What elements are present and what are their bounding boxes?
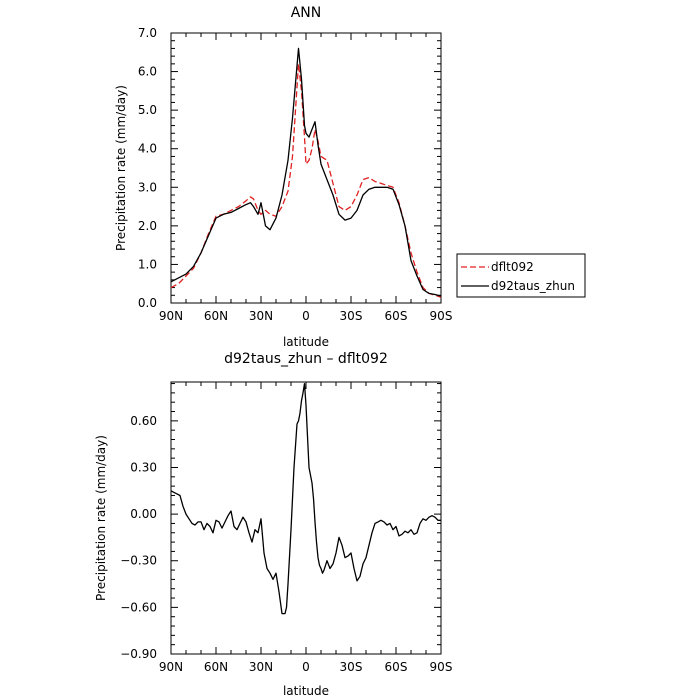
top-chart: ANN 90N 60N 30N 0 30S 60S 90S 0.0 1.0 2.0 3.0 4.0 5.… bbox=[114, 5, 586, 349]
bottom-ytick-label: 0.60 bbox=[130, 414, 157, 428]
top-series-line-d92taus-zhun bbox=[170, 47, 442, 297]
bottom-xtick-label: 30S bbox=[340, 660, 363, 674]
bottom-xtick-label: 60N bbox=[204, 660, 228, 674]
top-ytick-label: 2.0 bbox=[138, 219, 157, 233]
top-chart-legend: dflt092 d92taus_zhun bbox=[456, 253, 586, 298]
top-chart-title: ANN bbox=[291, 5, 322, 21]
legend-label-d92taus-zhun: d92taus_zhun bbox=[491, 279, 575, 293]
top-ytick-label: 6.0 bbox=[138, 65, 157, 79]
bottom-chart-frame bbox=[170, 381, 442, 655]
top-chart-xlabel: latitude bbox=[283, 335, 329, 349]
bottom-xtick-label: 0 bbox=[302, 660, 310, 674]
top-ytick-label: 5.0 bbox=[138, 103, 157, 117]
bottom-ytick-label: 0.00 bbox=[130, 507, 157, 521]
bottom-chart-ticks: 90N 60N 30N 0 30S 60S 90S −0.90 −0.60 −0.30 0.00 0.… bbox=[120, 382, 452, 674]
bottom-chart: d92taus_zhun – dflt092 90N 60N 30N 0 30S 60S 9… bbox=[94, 351, 452, 698]
bottom-chart-title: d92taus_zhun – dflt092 bbox=[224, 351, 388, 367]
top-chart-frame bbox=[170, 32, 442, 304]
bottom-ytick-label: −0.60 bbox=[120, 600, 157, 614]
bottom-ytick-label: −0.30 bbox=[120, 554, 157, 568]
bottom-xtick-label: 30N bbox=[249, 660, 273, 674]
bottom-xtick-label: 90S bbox=[430, 660, 453, 674]
top-ytick-label: 3.0 bbox=[138, 180, 157, 194]
bottom-xtick-label: 60S bbox=[385, 660, 408, 674]
bottom-xtick-label: 90N bbox=[159, 660, 183, 674]
top-ytick-label: 1.0 bbox=[138, 257, 157, 271]
top-xtick-label: 90S bbox=[430, 309, 453, 323]
legend-box bbox=[456, 253, 586, 298]
top-chart-series bbox=[170, 47, 442, 298]
top-ytick-label: 4.0 bbox=[138, 142, 157, 156]
top-chart-ticks: 90N 60N 30N 0 30S 60S 90S 0.0 1.0 2.0 3.0 4.0 5.0 6.0… bbox=[138, 26, 453, 323]
top-ytick-label: 0.0 bbox=[138, 296, 157, 310]
top-xtick-label: 30N bbox=[249, 309, 273, 323]
bottom-series-line-diff bbox=[170, 382, 441, 615]
top-xtick-label: 90N bbox=[159, 309, 183, 323]
top-series-line-dflt092 bbox=[170, 63, 442, 298]
top-xtick-label: 30S bbox=[340, 309, 363, 323]
top-xtick-label: 60S bbox=[385, 309, 408, 323]
top-xtick-label: 60N bbox=[204, 309, 228, 323]
top-chart-ylabel: Precipitation rate (mm/day) bbox=[114, 85, 128, 251]
bottom-ytick-label: 0.30 bbox=[130, 460, 157, 474]
bottom-ytick-label: −0.90 bbox=[120, 647, 157, 661]
bottom-chart-series bbox=[170, 382, 441, 615]
top-xtick-label: 0 bbox=[302, 309, 310, 323]
legend-label-dflt092: dflt092 bbox=[491, 260, 534, 274]
top-ytick-label: 7.0 bbox=[138, 26, 157, 40]
bottom-chart-xlabel: latitude bbox=[283, 684, 329, 698]
bottom-chart-ylabel: Precipitation rate (mm/day) bbox=[94, 435, 108, 601]
